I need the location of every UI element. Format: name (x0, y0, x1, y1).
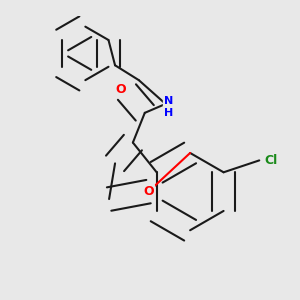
Text: Cl: Cl (265, 154, 278, 167)
Text: O: O (116, 82, 126, 96)
Text: N
H: N H (164, 96, 173, 118)
Text: O: O (143, 185, 154, 198)
